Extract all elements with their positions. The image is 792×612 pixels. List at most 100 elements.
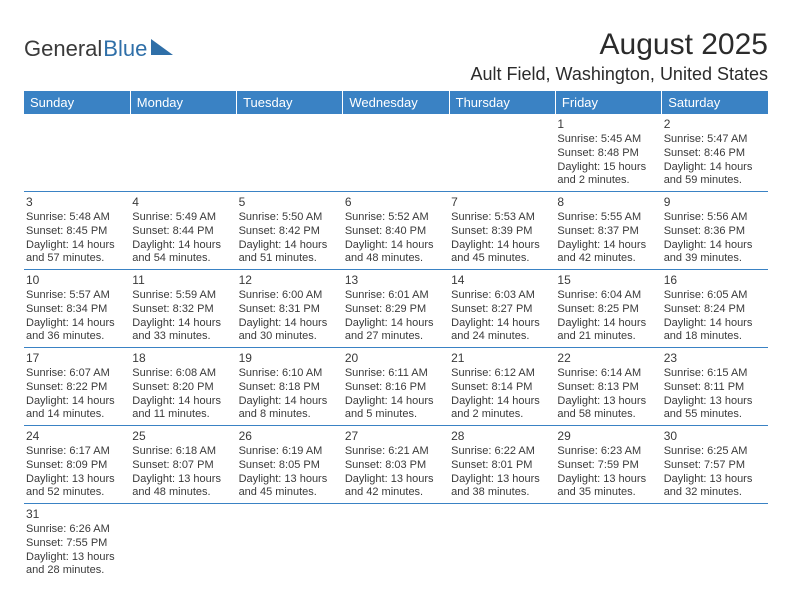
- day-sunset: Sunset: 8:37 PM: [557, 225, 657, 239]
- day-number: 21: [451, 351, 551, 366]
- calendar-day-cell: 29Sunrise: 6:23 AMSunset: 7:59 PMDayligh…: [555, 426, 661, 504]
- day-sunset: Sunset: 8:45 PM: [26, 225, 126, 239]
- day-daylight2: and 51 minutes.: [239, 252, 339, 266]
- day-sunset: Sunset: 8:03 PM: [345, 459, 445, 473]
- day-sunset: Sunset: 7:55 PM: [26, 537, 126, 551]
- day-sunrise: Sunrise: 6:01 AM: [345, 289, 445, 303]
- weekday-header: Thursday: [449, 91, 555, 114]
- location-subtitle: Ault Field, Washington, United States: [471, 64, 768, 85]
- calendar-day-cell: [130, 504, 236, 582]
- day-daylight2: and 28 minutes.: [26, 564, 126, 578]
- day-daylight2: and 45 minutes.: [451, 252, 551, 266]
- day-daylight1: Daylight: 13 hours: [26, 473, 126, 487]
- day-daylight1: Daylight: 14 hours: [557, 239, 657, 253]
- day-sunrise: Sunrise: 6:04 AM: [557, 289, 657, 303]
- day-sunset: Sunset: 8:14 PM: [451, 381, 551, 395]
- day-daylight2: and 55 minutes.: [664, 408, 764, 422]
- day-daylight2: and 42 minutes.: [345, 486, 445, 500]
- day-daylight1: Daylight: 14 hours: [239, 239, 339, 253]
- day-daylight2: and 52 minutes.: [26, 486, 126, 500]
- day-number: 26: [239, 429, 339, 444]
- day-number: 20: [345, 351, 445, 366]
- calendar-day-cell: 28Sunrise: 6:22 AMSunset: 8:01 PMDayligh…: [449, 426, 555, 504]
- weekday-header: Sunday: [24, 91, 130, 114]
- day-daylight2: and 54 minutes.: [132, 252, 232, 266]
- day-sunrise: Sunrise: 6:26 AM: [26, 523, 126, 537]
- day-number: 17: [26, 351, 126, 366]
- day-sunset: Sunset: 8:05 PM: [239, 459, 339, 473]
- day-number: 13: [345, 273, 445, 288]
- calendar-day-cell: 24Sunrise: 6:17 AMSunset: 8:09 PMDayligh…: [24, 426, 130, 504]
- day-sunrise: Sunrise: 6:05 AM: [664, 289, 764, 303]
- day-number: 28: [451, 429, 551, 444]
- day-number: 5: [239, 195, 339, 210]
- day-daylight1: Daylight: 13 hours: [557, 395, 657, 409]
- calendar-day-cell: 14Sunrise: 6:03 AMSunset: 8:27 PMDayligh…: [449, 270, 555, 348]
- day-sunset: Sunset: 8:42 PM: [239, 225, 339, 239]
- day-daylight2: and 18 minutes.: [664, 330, 764, 344]
- day-sunrise: Sunrise: 6:03 AM: [451, 289, 551, 303]
- weekday-header: Monday: [130, 91, 236, 114]
- day-number: 18: [132, 351, 232, 366]
- day-sunset: Sunset: 8:40 PM: [345, 225, 445, 239]
- calendar-day-cell: 15Sunrise: 6:04 AMSunset: 8:25 PMDayligh…: [555, 270, 661, 348]
- day-daylight2: and 48 minutes.: [132, 486, 232, 500]
- calendar-day-cell: [237, 114, 343, 192]
- day-sunrise: Sunrise: 6:15 AM: [664, 367, 764, 381]
- day-sunset: Sunset: 8:36 PM: [664, 225, 764, 239]
- weekday-header: Friday: [555, 91, 661, 114]
- day-number: 9: [664, 195, 764, 210]
- day-daylight1: Daylight: 14 hours: [557, 317, 657, 331]
- day-daylight2: and 36 minutes.: [26, 330, 126, 344]
- day-daylight2: and 42 minutes.: [557, 252, 657, 266]
- day-number: 10: [26, 273, 126, 288]
- calendar-day-cell: 1Sunrise: 5:45 AMSunset: 8:48 PMDaylight…: [555, 114, 661, 192]
- day-sunrise: Sunrise: 6:22 AM: [451, 445, 551, 459]
- day-daylight1: Daylight: 14 hours: [664, 239, 764, 253]
- day-number: 31: [26, 507, 126, 522]
- day-sunset: Sunset: 8:48 PM: [557, 147, 657, 161]
- day-daylight1: Daylight: 14 hours: [664, 161, 764, 175]
- day-daylight1: Daylight: 14 hours: [451, 395, 551, 409]
- day-sunset: Sunset: 8:07 PM: [132, 459, 232, 473]
- day-daylight1: Daylight: 14 hours: [451, 317, 551, 331]
- calendar-day-cell: [343, 504, 449, 582]
- day-daylight2: and 27 minutes.: [345, 330, 445, 344]
- day-daylight1: Daylight: 14 hours: [345, 317, 445, 331]
- calendar-day-cell: [449, 114, 555, 192]
- day-sunset: Sunset: 8:24 PM: [664, 303, 764, 317]
- day-number: 29: [557, 429, 657, 444]
- day-daylight2: and 30 minutes.: [239, 330, 339, 344]
- calendar-day-cell: 31Sunrise: 6:26 AMSunset: 7:55 PMDayligh…: [24, 504, 130, 582]
- page-title: August 2025: [471, 28, 768, 62]
- day-daylight1: Daylight: 14 hours: [26, 239, 126, 253]
- calendar-table: Sunday Monday Tuesday Wednesday Thursday…: [24, 91, 768, 581]
- day-sunset: Sunset: 8:31 PM: [239, 303, 339, 317]
- calendar-day-cell: [555, 504, 661, 582]
- weekday-header: Wednesday: [343, 91, 449, 114]
- calendar-day-cell: 11Sunrise: 5:59 AMSunset: 8:32 PMDayligh…: [130, 270, 236, 348]
- calendar-day-cell: [343, 114, 449, 192]
- day-sunrise: Sunrise: 6:08 AM: [132, 367, 232, 381]
- day-daylight2: and 21 minutes.: [557, 330, 657, 344]
- calendar-day-cell: 13Sunrise: 6:01 AMSunset: 8:29 PMDayligh…: [343, 270, 449, 348]
- day-sunrise: Sunrise: 5:57 AM: [26, 289, 126, 303]
- day-sunset: Sunset: 8:34 PM: [26, 303, 126, 317]
- calendar-week-row: 24Sunrise: 6:17 AMSunset: 8:09 PMDayligh…: [24, 426, 768, 504]
- day-daylight2: and 57 minutes.: [26, 252, 126, 266]
- day-daylight1: Daylight: 14 hours: [26, 317, 126, 331]
- day-number: 25: [132, 429, 232, 444]
- day-sunset: Sunset: 8:18 PM: [239, 381, 339, 395]
- calendar-day-cell: 20Sunrise: 6:11 AMSunset: 8:16 PMDayligh…: [343, 348, 449, 426]
- day-sunrise: Sunrise: 5:55 AM: [557, 211, 657, 225]
- day-number: 1: [557, 117, 657, 132]
- day-sunrise: Sunrise: 6:14 AM: [557, 367, 657, 381]
- logo-text-blue: Blue: [103, 36, 147, 62]
- day-sunset: Sunset: 8:01 PM: [451, 459, 551, 473]
- day-sunrise: Sunrise: 5:53 AM: [451, 211, 551, 225]
- day-daylight1: Daylight: 13 hours: [132, 473, 232, 487]
- day-sunrise: Sunrise: 6:07 AM: [26, 367, 126, 381]
- day-daylight1: Daylight: 14 hours: [239, 317, 339, 331]
- day-daylight2: and 45 minutes.: [239, 486, 339, 500]
- day-number: 3: [26, 195, 126, 210]
